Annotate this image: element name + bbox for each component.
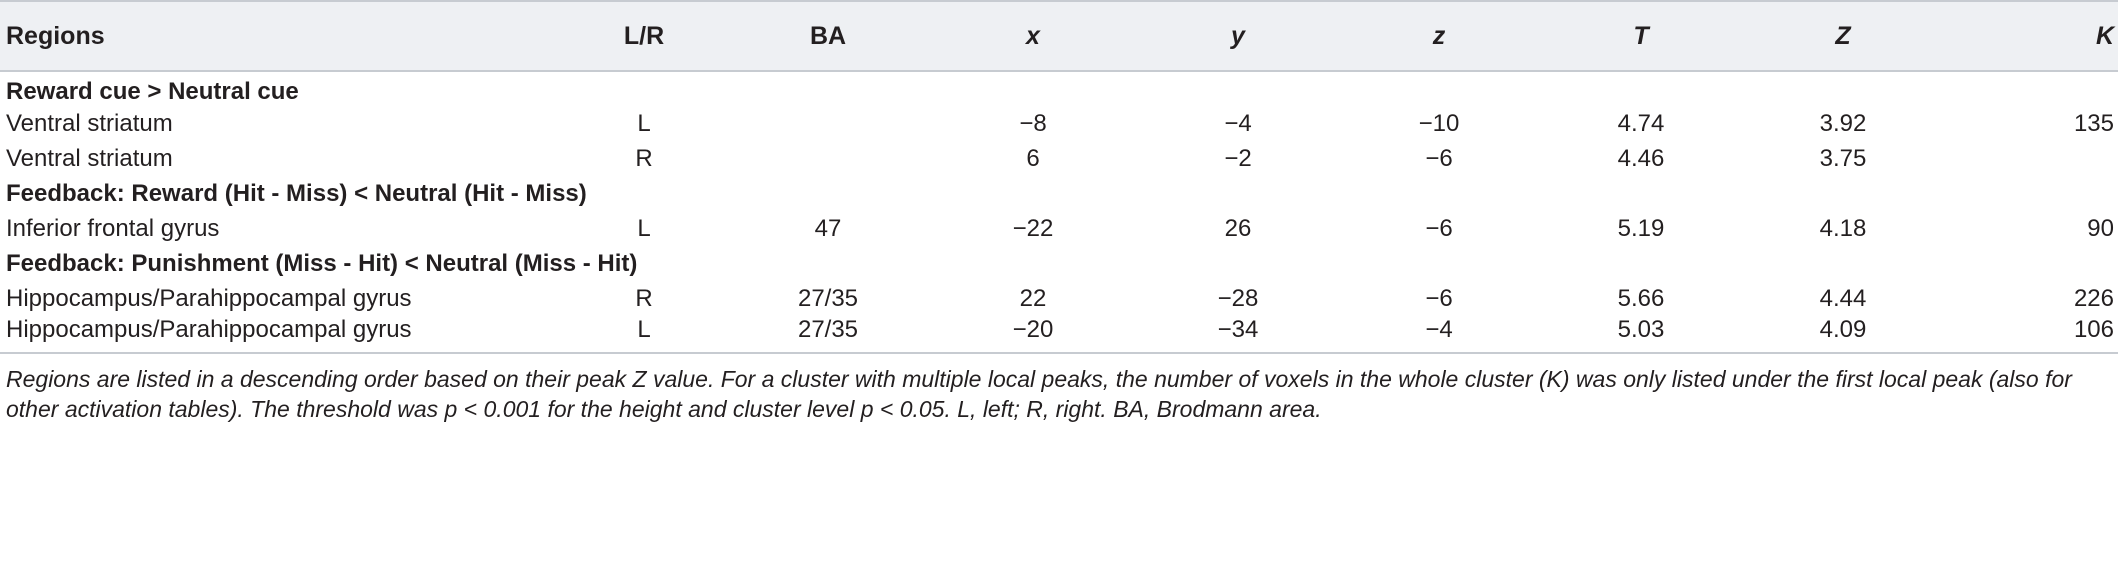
cell-lr: R xyxy=(635,284,653,312)
cell-x: 22 xyxy=(1019,284,1047,312)
cell-t: 5.03 xyxy=(1617,316,1665,343)
cell-y: −4 xyxy=(1224,109,1252,137)
cell-zscore: 4.18 xyxy=(1819,214,1867,242)
section-title: Reward cue > Neutral cue xyxy=(6,78,299,105)
cell-t: 5.19 xyxy=(1617,214,1665,242)
cell-region: Ventral striatum xyxy=(6,109,173,137)
cell-lr: L xyxy=(637,109,651,137)
cell-region: Inferior frontal gyrus xyxy=(6,214,220,242)
cell-z: −6 xyxy=(1425,284,1453,312)
cell-t: 5.66 xyxy=(1617,284,1665,312)
cell-ba: 27/35 xyxy=(797,316,859,343)
activation-table-container: Regions L/R BA x y z T Z K Reward cue > … xyxy=(0,1,2118,422)
header-x: x xyxy=(1026,21,1040,50)
cell-x: −8 xyxy=(1019,109,1047,137)
header-zscore: Z xyxy=(1835,21,1851,50)
section-header-row: Feedback: Reward (Hit - Miss) < Neutral … xyxy=(0,176,2118,211)
cell-zscore: 3.75 xyxy=(1819,144,1867,172)
cell-t: 4.46 xyxy=(1617,144,1665,172)
cell-y: −2 xyxy=(1224,144,1252,172)
cell-region: Hippocampus/Parahippocampal gyrus xyxy=(6,284,412,312)
cell-x: −20 xyxy=(1012,316,1054,343)
header-t: T xyxy=(1633,21,1649,50)
cell-x: −22 xyxy=(1012,214,1054,242)
cell-region: Hippocampus/Parahippocampal gyrus xyxy=(6,316,412,343)
section-header-row: Reward cue > Neutral cue xyxy=(0,71,2118,106)
table-row: Inferior frontal gyrus L 47 −22 26 −6 5.19 4.18… xyxy=(0,211,2118,246)
cell-z: −6 xyxy=(1425,144,1453,172)
cell-y: −34 xyxy=(1217,316,1259,343)
cell-zscore: 4.09 xyxy=(1819,316,1867,343)
cell-region: Ventral striatum xyxy=(6,144,173,172)
cell-ba: 47 xyxy=(814,214,842,242)
cell-k xyxy=(1944,141,2118,176)
header-lr: L/R xyxy=(623,21,665,50)
activation-table: Regions L/R BA x y z T Z K Reward cue > … xyxy=(0,1,2118,353)
section-title: Feedback: Punishment (Miss - Hit) < Neut… xyxy=(6,249,638,277)
table-row: Hippocampus/Parahippocampal gyrus L 27/35 −… xyxy=(0,316,2118,353)
cell-t: 4.74 xyxy=(1617,109,1665,137)
cell-z: −10 xyxy=(1418,109,1460,137)
cell-zscore: 3.92 xyxy=(1819,109,1867,137)
cell-z: −4 xyxy=(1425,316,1453,343)
cell-zscore: 4.44 xyxy=(1819,284,1867,312)
header-regions: Regions xyxy=(6,21,105,50)
table-row: Ventral striatum L −8 −4 −10 4.74 3.92 135 xyxy=(0,106,2118,141)
cell-x: 6 xyxy=(1026,144,1040,172)
section-title: Feedback: Reward (Hit - Miss) < Neutral … xyxy=(6,179,587,207)
cell-lr: L xyxy=(637,316,651,343)
section-header-row: Feedback: Punishment (Miss - Hit) < Neut… xyxy=(0,246,2118,281)
table-header: Regions L/R BA x y z T Z K xyxy=(0,1,2118,71)
cell-ba xyxy=(728,106,928,141)
cell-y: 26 xyxy=(1224,214,1252,242)
cell-k: 226 xyxy=(2073,284,2114,312)
cell-lr: R xyxy=(635,144,653,172)
cell-ba xyxy=(728,141,928,176)
cell-k: 106 xyxy=(2073,316,2114,343)
header-ba: BA xyxy=(809,21,847,50)
cell-ba: 27/35 xyxy=(797,284,859,312)
cell-k: 90 xyxy=(2087,214,2114,242)
table-row: Ventral striatum R 6 −2 −6 4.46 3.75 xyxy=(0,141,2118,176)
cell-k: 135 xyxy=(2073,109,2114,137)
cell-z: −6 xyxy=(1425,214,1453,242)
cell-lr: L xyxy=(637,214,651,242)
header-y: y xyxy=(1231,21,1245,50)
header-z: z xyxy=(1432,21,1446,50)
table-footnote: Regions are listed in a descending order… xyxy=(6,366,2072,422)
cell-y: −28 xyxy=(1217,284,1259,312)
table-row: Hippocampus/Parahippocampal gyrus R 27/35 2… xyxy=(0,281,2118,316)
table-body: Reward cue > Neutral cue Ventral striatum… xyxy=(0,71,2118,353)
header-row: Regions L/R BA x y z T Z K xyxy=(0,1,2118,71)
header-k: K xyxy=(2095,21,2114,50)
